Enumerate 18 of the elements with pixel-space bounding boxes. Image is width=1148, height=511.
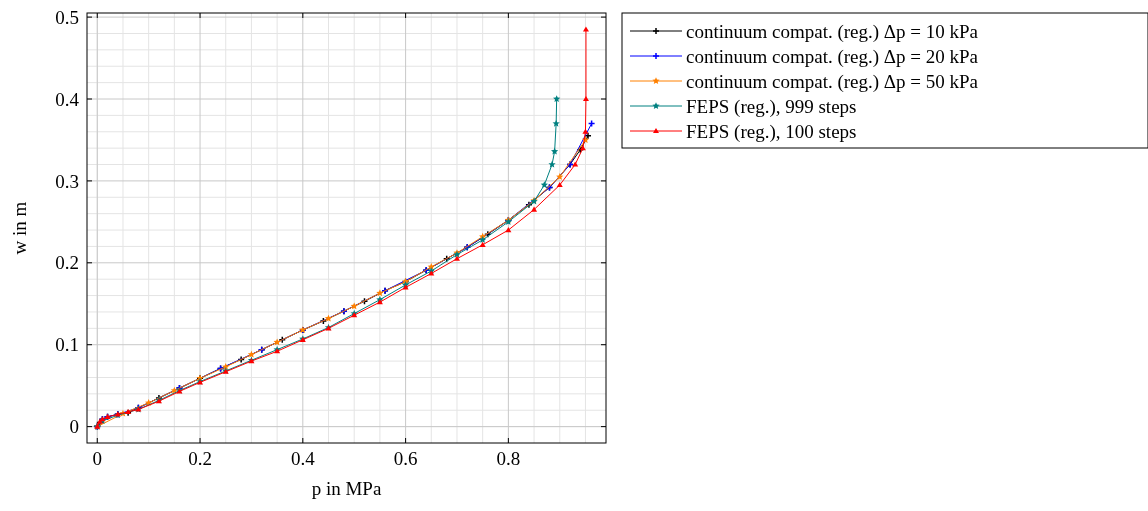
legend-label: FEPS (reg.), 100 steps [686,120,857,143]
x-tick-label: 0.6 [393,448,418,469]
y-tick-label: 0.3 [55,170,79,192]
y-tick-label: 0.4 [55,88,80,110]
x-tick-label: 0 [92,448,103,469]
y-tick-label: 0.1 [55,334,79,356]
legend-label: continuum compat. (reg.) Δp = 50 kPa [686,70,979,93]
y-tick-label: 0.5 [55,6,79,28]
x-axis-title: p in MPa [311,478,382,499]
legend-label: continuum compat. (reg.) Δp = 20 kPa [686,45,979,68]
x-tick-label: 0.8 [496,448,521,469]
y-axis-title: w in m [9,201,30,255]
x-tick-label: 0.2 [188,448,212,469]
y-tick-label: 0 [69,416,79,438]
x-tick-label: 0.4 [290,448,316,469]
legend-label: continuum compat. (reg.) Δp = 10 kPa [686,20,979,43]
legend-label: FEPS (reg.), 999 steps [686,95,857,118]
y-tick-label: 0.2 [55,252,79,274]
